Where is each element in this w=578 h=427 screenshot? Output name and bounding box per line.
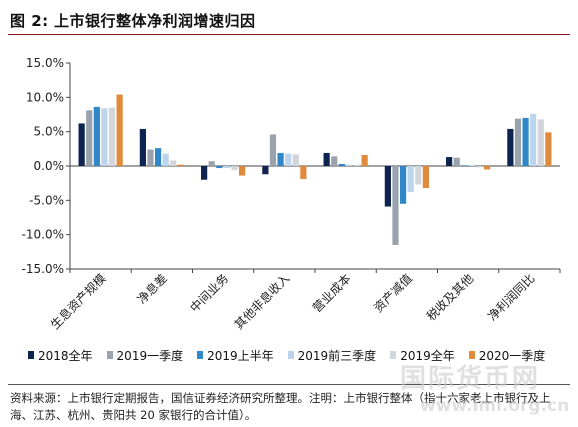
bar	[522, 117, 529, 166]
chart-legend: 2018全年 2019一季度 2019上半年 2019前三季度 2019全年 2020一季…	[28, 346, 568, 364]
bar	[338, 163, 345, 166]
y-tick-label: -15.0%	[22, 262, 64, 276]
x-tick-label: 税收及其他	[424, 271, 476, 323]
bar	[154, 148, 162, 166]
bar	[537, 119, 544, 166]
bar	[262, 166, 269, 175]
bar	[323, 152, 330, 166]
bar	[545, 132, 552, 166]
bar	[384, 166, 391, 207]
bar	[392, 166, 399, 245]
bar	[285, 153, 292, 166]
legend-swatch	[28, 351, 34, 359]
x-tick-label: 净息差	[134, 271, 170, 307]
legend-swatch	[287, 351, 294, 359]
bar	[223, 166, 231, 169]
y-tick-label: 10.0%	[26, 90, 64, 104]
legend-item: 2019一季度	[106, 347, 184, 364]
figure-title: 上市银行整体净利润增速归因	[54, 12, 256, 30]
y-tick-label: -5.0%	[29, 193, 64, 207]
source-note: 资料来源：上市银行定期报告，国信证券经济研究所整理。注明：上市银行整体（指十六家…	[10, 391, 551, 422]
bar	[147, 149, 154, 166]
bar	[331, 156, 338, 166]
legend-item: 2019全年	[390, 347, 455, 364]
y-tick-label: 0.0%	[34, 159, 65, 173]
bar	[453, 157, 460, 166]
bar	[300, 166, 307, 180]
bar	[208, 161, 215, 166]
watermark-logo: 国际货币网	[400, 364, 541, 394]
bar	[116, 94, 123, 166]
bar	[507, 128, 514, 166]
legend-label: 2019全年	[400, 348, 455, 363]
bar	[468, 165, 476, 166]
watermark-url: www.imi.org.cn	[420, 396, 570, 416]
bar	[407, 166, 414, 193]
figure-label: 图 2:	[10, 12, 49, 30]
bar	[346, 164, 353, 166]
header-divider	[8, 34, 570, 35]
bar-chart: 15.0% 10.0% 5.0% 0.0% -5.0% -10.0% -15.0%生息资产规…	[22, 56, 561, 333]
bar	[170, 160, 177, 166]
bar	[361, 155, 368, 166]
legend-label: 2019前三季度	[297, 348, 377, 363]
bar	[399, 166, 407, 204]
bar	[216, 166, 223, 169]
bar	[446, 157, 453, 166]
legend-label: 2020一季度	[478, 348, 546, 363]
bar	[139, 128, 146, 166]
bar	[177, 164, 184, 166]
bar	[269, 134, 277, 166]
bar	[201, 166, 208, 180]
x-tick-label: 中间业务	[187, 271, 232, 316]
bar	[476, 166, 483, 168]
bar	[353, 164, 361, 166]
figure-header: 图 2: 上市银行整体净利润增速归因	[0, 0, 578, 40]
x-tick-label: 资产减值	[370, 271, 415, 316]
bar	[292, 154, 299, 166]
bar	[108, 107, 116, 166]
y-tick-label: -10.0%	[22, 228, 64, 242]
legend-swatch	[390, 351, 397, 359]
x-tick-label: 净利润同比	[485, 271, 537, 323]
bar	[239, 166, 246, 176]
legend-label: 2018全年	[38, 348, 93, 363]
legend-swatch	[197, 351, 204, 359]
legend-item: 2019上半年	[197, 347, 274, 364]
x-tick-label: 其他非息收入	[231, 271, 293, 333]
legend-item: 2020一季度	[468, 347, 546, 364]
y-tick-label: 5.0%	[34, 125, 65, 139]
legend-item: 2019前三季度	[287, 347, 377, 364]
legend-swatch	[468, 351, 475, 359]
legend-label: 2019一季度	[116, 348, 184, 363]
bar	[101, 108, 108, 166]
bar	[78, 123, 85, 166]
bar	[231, 166, 238, 171]
bar	[484, 166, 491, 170]
bar	[415, 166, 422, 185]
legend-item: 2018全年	[28, 347, 93, 364]
footer-divider	[8, 384, 570, 385]
bar	[93, 106, 100, 166]
x-tick-label: 营业成本	[310, 271, 354, 315]
bar	[461, 165, 468, 166]
legend-label: 2019上半年	[207, 348, 274, 363]
bar	[162, 153, 169, 166]
y-tick-label: 15.0%	[26, 56, 64, 70]
legend-swatch	[106, 351, 113, 359]
bar	[530, 113, 537, 166]
x-tick-label: 生息资产规模	[47, 271, 109, 333]
bar	[514, 118, 522, 166]
bar	[277, 152, 284, 166]
bar	[422, 166, 429, 188]
bar	[86, 110, 93, 166]
